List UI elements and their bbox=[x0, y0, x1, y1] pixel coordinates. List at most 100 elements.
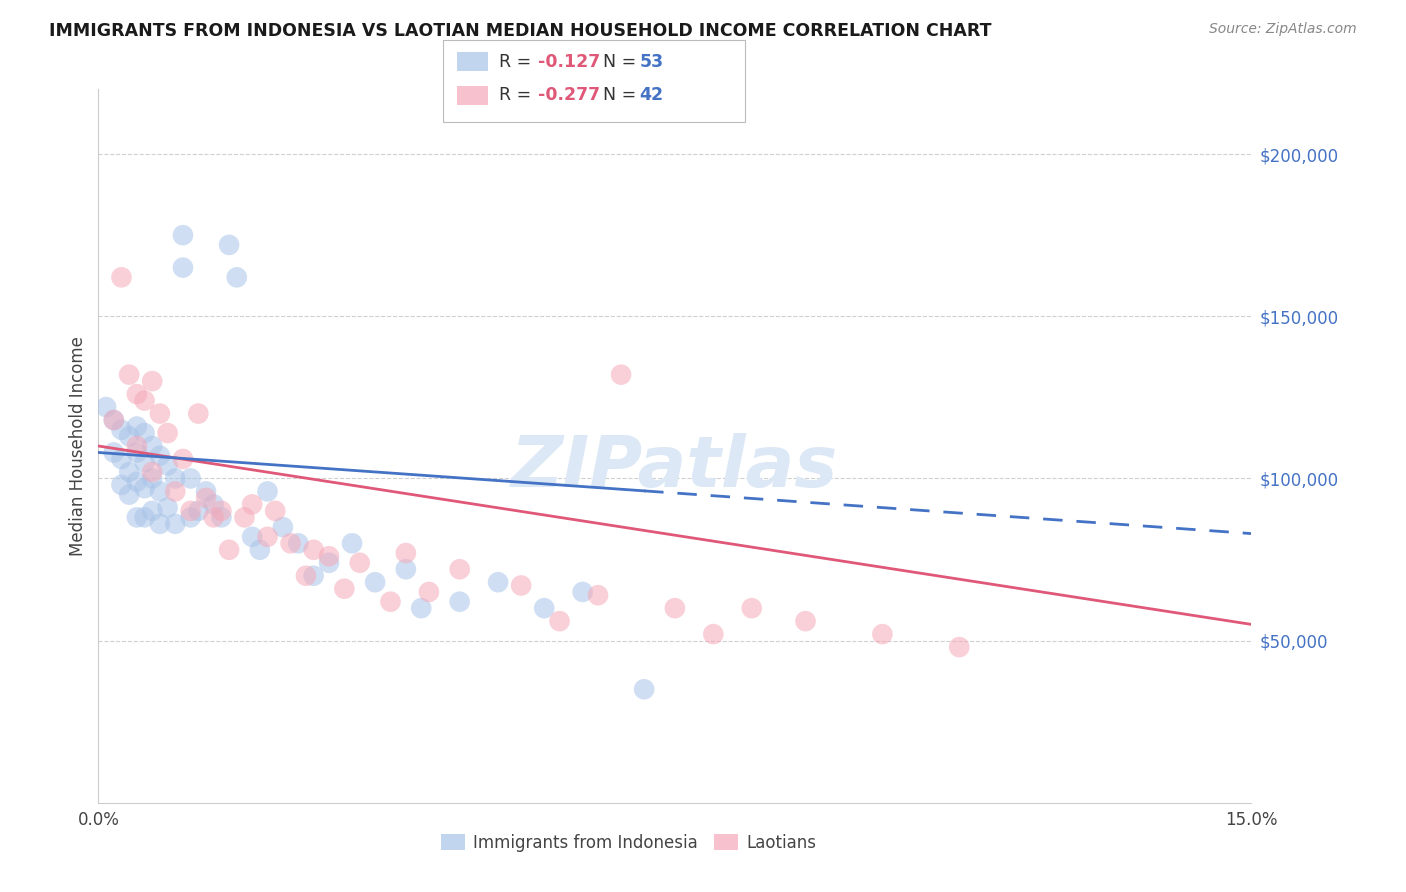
Point bbox=[202, 510, 225, 524]
Point bbox=[610, 368, 633, 382]
Point bbox=[486, 575, 509, 590]
Point bbox=[340, 536, 363, 550]
Point bbox=[141, 465, 163, 479]
Point bbox=[240, 530, 263, 544]
Text: -0.127: -0.127 bbox=[538, 53, 600, 70]
Point bbox=[118, 488, 141, 502]
Point bbox=[533, 601, 555, 615]
Point bbox=[702, 627, 724, 641]
Point bbox=[302, 568, 325, 582]
Point bbox=[364, 575, 387, 590]
Point bbox=[125, 445, 148, 459]
Point bbox=[134, 510, 156, 524]
Point bbox=[110, 423, 132, 437]
Point bbox=[125, 510, 148, 524]
Point bbox=[633, 682, 655, 697]
Point bbox=[156, 500, 179, 515]
Point bbox=[318, 549, 340, 564]
Point bbox=[149, 516, 172, 531]
Point bbox=[264, 504, 287, 518]
Point bbox=[195, 484, 218, 499]
Point bbox=[395, 546, 418, 560]
Point bbox=[141, 471, 163, 485]
Point bbox=[872, 627, 894, 641]
Point bbox=[571, 585, 593, 599]
Point bbox=[118, 368, 141, 382]
Point bbox=[103, 445, 125, 459]
Point bbox=[103, 413, 125, 427]
Point bbox=[233, 510, 256, 524]
Point bbox=[125, 439, 148, 453]
Point bbox=[180, 510, 202, 524]
Point bbox=[110, 452, 132, 467]
Point bbox=[271, 520, 294, 534]
Point bbox=[134, 481, 156, 495]
Legend: Immigrants from Indonesia, Laotians: Immigrants from Indonesia, Laotians bbox=[434, 828, 823, 859]
Point bbox=[110, 270, 132, 285]
Point bbox=[280, 536, 302, 550]
Point bbox=[195, 491, 218, 505]
Point bbox=[418, 585, 440, 599]
Point bbox=[141, 374, 163, 388]
Point bbox=[187, 504, 209, 518]
Text: R =: R = bbox=[499, 53, 537, 70]
Point bbox=[134, 425, 156, 440]
Point bbox=[110, 478, 132, 492]
Text: 53: 53 bbox=[640, 53, 664, 70]
Text: IMMIGRANTS FROM INDONESIA VS LAOTIAN MEDIAN HOUSEHOLD INCOME CORRELATION CHART: IMMIGRANTS FROM INDONESIA VS LAOTIAN MED… bbox=[49, 22, 991, 40]
Point bbox=[165, 471, 187, 485]
Point bbox=[349, 556, 371, 570]
Point bbox=[149, 449, 172, 463]
Point bbox=[209, 510, 232, 524]
Point bbox=[218, 238, 240, 252]
Point bbox=[209, 504, 232, 518]
Point bbox=[149, 484, 172, 499]
Point bbox=[165, 516, 187, 531]
Point bbox=[156, 458, 179, 473]
Point bbox=[125, 419, 148, 434]
Point bbox=[794, 614, 817, 628]
Point bbox=[94, 400, 117, 414]
Point bbox=[948, 640, 970, 654]
Point bbox=[180, 504, 202, 518]
Point bbox=[380, 595, 402, 609]
Point bbox=[156, 425, 179, 440]
Y-axis label: Median Household Income: Median Household Income bbox=[69, 336, 87, 556]
Point bbox=[449, 595, 471, 609]
Point bbox=[333, 582, 356, 596]
Point bbox=[103, 413, 125, 427]
Point bbox=[411, 601, 433, 615]
Point bbox=[318, 556, 340, 570]
Point bbox=[449, 562, 471, 576]
Text: 42: 42 bbox=[640, 87, 664, 104]
Point bbox=[141, 504, 163, 518]
Point bbox=[141, 439, 163, 453]
Point bbox=[240, 497, 263, 511]
Text: ZIPatlas: ZIPatlas bbox=[512, 433, 838, 502]
Point bbox=[134, 455, 156, 469]
Point bbox=[256, 484, 278, 499]
Point bbox=[741, 601, 763, 615]
Point bbox=[287, 536, 309, 550]
Point bbox=[172, 228, 194, 243]
Point bbox=[202, 497, 225, 511]
Point bbox=[172, 260, 194, 275]
Text: R =: R = bbox=[499, 87, 537, 104]
Point bbox=[510, 578, 533, 592]
Point bbox=[664, 601, 686, 615]
Text: Source: ZipAtlas.com: Source: ZipAtlas.com bbox=[1209, 22, 1357, 37]
Point bbox=[249, 542, 271, 557]
Point bbox=[118, 465, 141, 479]
Point bbox=[256, 530, 278, 544]
Point bbox=[187, 407, 209, 421]
Point bbox=[125, 387, 148, 401]
Point bbox=[548, 614, 571, 628]
Point bbox=[125, 475, 148, 489]
Point bbox=[395, 562, 418, 576]
Point bbox=[165, 484, 187, 499]
Text: N =: N = bbox=[603, 87, 643, 104]
Point bbox=[149, 407, 172, 421]
Point bbox=[172, 452, 194, 467]
Point bbox=[225, 270, 247, 285]
Point bbox=[180, 471, 202, 485]
